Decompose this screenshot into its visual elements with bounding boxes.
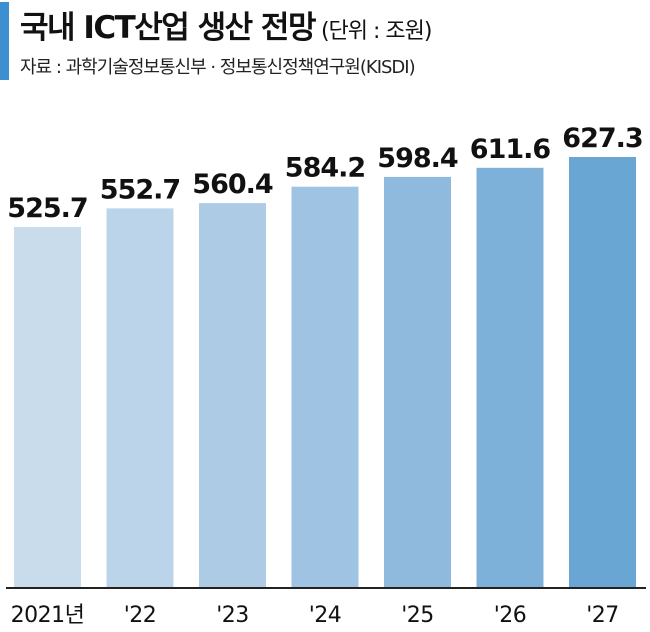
category-label-3: '24 (309, 603, 342, 628)
value-labels-group: 525.7 552.7 560.4 584.2 598.4 611.6 627.3 (7, 123, 643, 224)
value-label-3: 584.2 (285, 153, 365, 184)
bar-0 (14, 227, 81, 587)
value-label-0: 525.7 (7, 193, 87, 224)
category-label-1: '22 (124, 603, 157, 628)
bar-5 (476, 167, 544, 587)
bar-6 (569, 157, 636, 587)
category-label-4: '25 (401, 603, 434, 628)
chart-title: 국내 ICT산업 생산 전망 (단위 : 조원) (20, 2, 432, 47)
bar-1 (106, 208, 174, 587)
bars-group (14, 157, 636, 587)
category-label-2: '23 (216, 603, 249, 628)
value-label-5: 611.6 (470, 134, 551, 165)
chart-unit: (단위 : 조원) (320, 19, 433, 44)
category-label-0: 2021년 (11, 603, 85, 628)
category-labels-group: 2021년 '22 '23 '24 '25 '26 '27 (11, 603, 620, 628)
bar-4 (384, 176, 451, 587)
category-label-5: '26 (494, 603, 527, 628)
value-label-6: 627.3 (562, 123, 642, 154)
title-accent-bar (0, 2, 9, 80)
bar-2 (199, 203, 266, 587)
chart-title-text: 국내 ICT산업 생산 전망 (20, 10, 316, 46)
value-label-2: 560.4 (192, 169, 273, 200)
bar-3 (291, 186, 359, 587)
chart-source: 자료 : 과학기술정보통신부 · 정보통신정책연구원(KISDI) (20, 57, 416, 78)
value-label-1: 552.7 (100, 174, 180, 205)
value-label-4: 598.4 (377, 143, 458, 174)
category-label-6: '27 (586, 603, 619, 628)
